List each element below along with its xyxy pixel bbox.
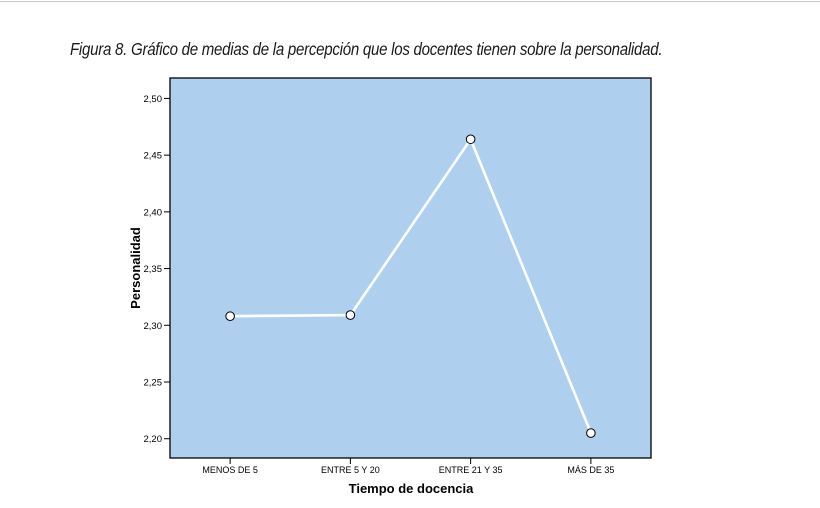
- data-point-marker: [586, 428, 596, 438]
- y-tick-label: 2,25: [144, 378, 163, 389]
- y-tick-label: 2,40: [144, 207, 163, 218]
- x-tick-label: MENOS DE 5: [202, 465, 258, 475]
- x-tick-label: MÁS DE 35: [567, 465, 614, 475]
- x-axis: MENOS DE 5 ENTRE 5 Y 20 ENTRE 21 Y 35 MÁS D…: [202, 458, 614, 475]
- y-axis-title: Personalidad: [128, 227, 143, 309]
- y-axis: 2,20 2,25 2,30 2,35 2,40 2,45 2,50: [144, 94, 170, 445]
- data-point-marker: [345, 310, 356, 320]
- x-tick-label: ENTRE 21 Y 35: [439, 465, 503, 475]
- y-tick-label: 2,30: [144, 321, 163, 332]
- top-rule: [0, 1, 820, 2]
- y-tick-label: 2,45: [144, 151, 163, 162]
- x-tick-label: ENTRE 5 Y 20: [321, 465, 380, 475]
- data-point-marker: [465, 134, 476, 145]
- y-tick-label: 2,20: [144, 434, 163, 445]
- y-tick-label: 2,35: [144, 264, 163, 275]
- x-axis-title: Tiempo de docencia: [349, 481, 475, 496]
- data-markers: [225, 134, 596, 438]
- plot-area: [169, 77, 652, 459]
- series-line: [230, 138, 593, 434]
- figure-caption: Figura 8. Gráfico de medias de la percep…: [70, 39, 663, 59]
- y-tick-label: 2,50: [144, 94, 163, 105]
- data-point-marker: [225, 311, 235, 322]
